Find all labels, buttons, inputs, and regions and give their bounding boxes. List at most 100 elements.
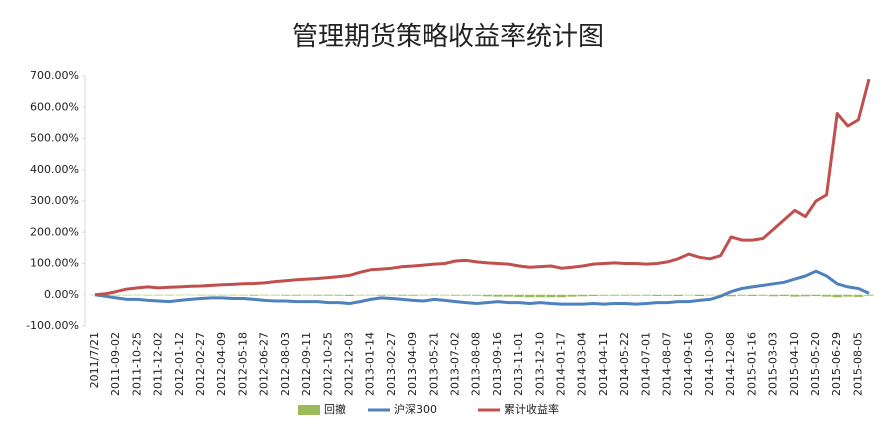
bar (323, 294, 334, 296)
x-tick-label: 2013-08-08 (470, 332, 483, 396)
x-tick-label: 2011-12-02 (152, 332, 165, 396)
bar (387, 294, 397, 296)
bar (493, 294, 503, 297)
y-tick-label: -100.00% (26, 319, 79, 332)
bar (864, 294, 874, 296)
bar (418, 294, 429, 296)
bar (429, 294, 440, 296)
bar (811, 294, 821, 296)
bar (217, 294, 228, 296)
x-tick-label: 2012-08-03 (279, 332, 292, 396)
bar (471, 294, 482, 296)
bar (683, 294, 694, 296)
x-tick-label: 2014-05-22 (618, 332, 631, 396)
bar (153, 294, 164, 296)
bar (736, 294, 747, 296)
x-tick-label: 2013-01-14 (364, 332, 377, 396)
bar (832, 294, 842, 298)
bar (694, 294, 705, 296)
bar (365, 294, 376, 296)
x-tick-label: 2015-04-10 (788, 332, 801, 396)
bar (397, 294, 408, 296)
bar (790, 294, 800, 297)
x-tick-label: 2013-12-10 (533, 332, 546, 396)
bar (344, 294, 355, 296)
x-tick-label: 2015-03-03 (767, 332, 780, 396)
y-tick-label: 600.00% (30, 100, 79, 113)
bar (747, 294, 758, 296)
bar (196, 294, 206, 296)
bar (641, 294, 652, 296)
line-series (94, 78, 871, 297)
x-tick-label: 2013-05-21 (427, 332, 440, 396)
bar (175, 294, 185, 296)
x-tick-label: 2015-06-29 (830, 332, 843, 396)
y-tick-label: 500.00% (30, 132, 79, 145)
bar (630, 294, 641, 296)
bar (514, 294, 524, 297)
bar (609, 294, 620, 296)
x-tick-label: 2011-09-02 (109, 332, 122, 396)
bar (281, 294, 291, 296)
bar (800, 294, 811, 297)
x-tick-label: 2012-12-03 (342, 332, 355, 396)
bar (546, 294, 556, 298)
x-tick-label: 2012-06-27 (258, 332, 271, 396)
x-tick-label: 2012-09-11 (300, 332, 313, 396)
x-tick-label: 2014-12-08 (724, 332, 737, 396)
bar (524, 294, 535, 298)
y-tick-label: 400.00% (30, 163, 79, 176)
bar (673, 294, 683, 296)
bar (599, 294, 609, 296)
x-tick-label: 2013-07-02 (448, 332, 461, 396)
x-tick-label: 2015-05-20 (809, 332, 822, 396)
x-tick-label: 2012-10-25 (321, 332, 334, 396)
x-tick-label: 2014-01-17 (555, 332, 568, 396)
x-tick-label: 2015-08-05 (851, 332, 864, 396)
bar (652, 294, 662, 296)
x-tick-label: 2013-02-27 (385, 332, 398, 396)
bar (535, 294, 546, 298)
x-tick-label: 2012-04-09 (215, 332, 228, 396)
legend-label: 沪深300 (394, 402, 437, 416)
bar (705, 294, 715, 296)
bar (567, 294, 577, 297)
bar (249, 294, 259, 296)
bar (450, 294, 461, 296)
x-tick-label: 2013-04-09 (406, 332, 419, 396)
bar (853, 294, 864, 297)
x-tick-label: 2014-03-04 (576, 332, 589, 396)
x-tick-label: 2011-10-25 (130, 332, 143, 396)
x-tick-label: 2014-10-30 (703, 332, 716, 396)
y-tick-label: 700.00% (30, 69, 79, 82)
bar (132, 294, 143, 296)
x-tick-label: 2012-05-18 (236, 332, 249, 396)
legend-label: 累计收益率 (504, 402, 559, 416)
y-tick-label: 0.00% (44, 288, 79, 301)
x-tick-label: 2014-08-07 (661, 332, 674, 396)
bar (355, 294, 365, 296)
x-tick-label: 2013-09-16 (491, 332, 504, 396)
bar (408, 294, 418, 296)
bar (726, 294, 736, 297)
bar (111, 294, 121, 296)
bar (768, 294, 779, 297)
x-tick-label: 2012-02-27 (194, 332, 207, 396)
legend-label: 回撤 (324, 402, 346, 416)
bar (206, 294, 217, 296)
bar (259, 294, 270, 296)
bar (334, 294, 344, 296)
bar (620, 294, 630, 296)
x-tick-label: 2014-04-11 (597, 332, 610, 396)
bar (228, 294, 238, 296)
x-tick-label: 2014-09-16 (682, 332, 695, 396)
bar (238, 294, 249, 296)
bar (164, 294, 174, 296)
bar (312, 294, 323, 296)
legend-swatch (298, 405, 320, 415)
bar (376, 294, 387, 296)
bar (779, 294, 789, 296)
bar (440, 294, 450, 296)
x-tick-label: 2015-01-16 (745, 332, 758, 396)
